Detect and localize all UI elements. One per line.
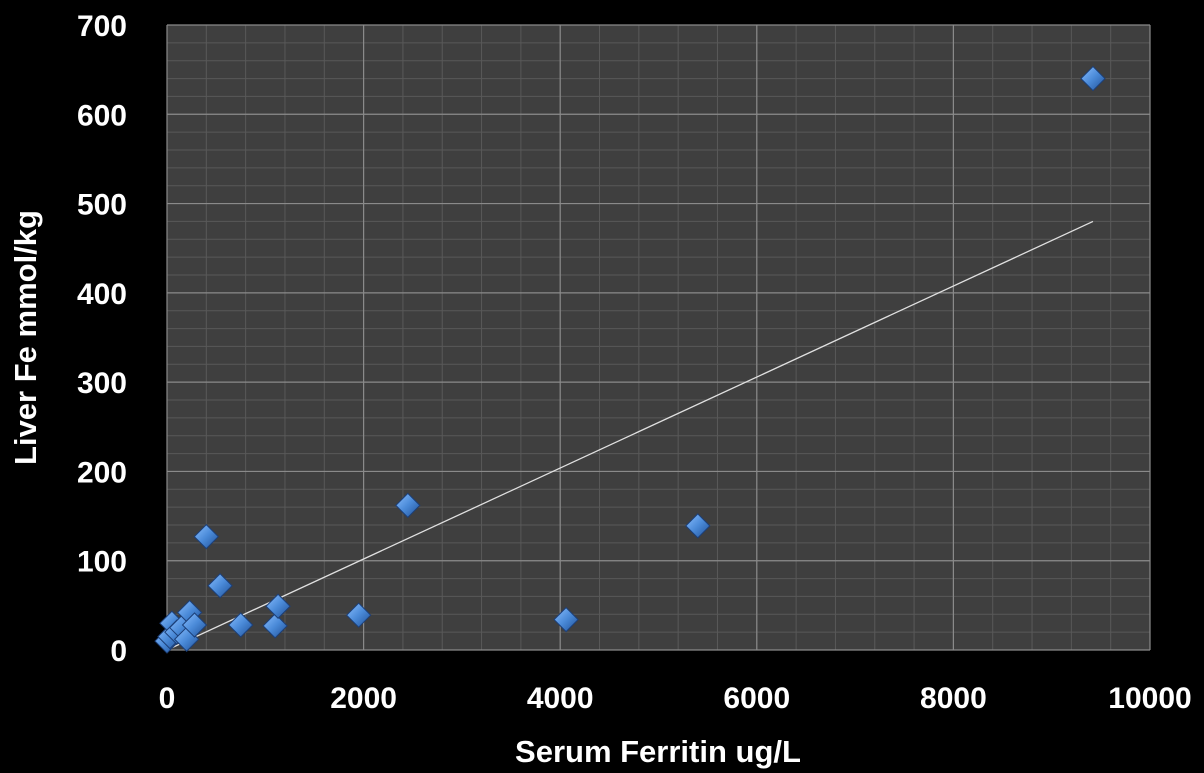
y-tick-label: 300 <box>77 367 127 400</box>
x-tick-label: 4000 <box>527 682 594 715</box>
x-tick-label: 8000 <box>920 682 987 715</box>
y-axis-ticks: 0 100 200 300 400 500 600 700 <box>77 10 127 668</box>
y-tick-label: 700 <box>77 10 127 43</box>
data-point <box>345 602 372 628</box>
data-point <box>262 613 288 639</box>
data-points <box>154 65 1106 654</box>
data-point <box>228 612 254 638</box>
data-point <box>265 593 291 619</box>
data-point <box>1080 65 1106 92</box>
trendline <box>166 220 1094 651</box>
y-tick-label: 200 <box>77 456 127 489</box>
plot-area <box>167 25 1150 650</box>
y-tick-label: 100 <box>77 546 127 579</box>
data-point <box>395 492 421 519</box>
y-tick-label: 0 <box>110 635 127 668</box>
data-point <box>207 573 233 599</box>
x-axis-ticks: 0 2000 4000 6000 8000 10000 <box>159 682 1192 715</box>
major-gridlines <box>166 24 1151 651</box>
x-tick-label: 10000 <box>1108 682 1191 715</box>
data-point <box>181 612 208 638</box>
y-tick-label: 400 <box>77 278 127 311</box>
y-axis-title: Liver Fe mmol/kg <box>8 210 43 465</box>
y-tick-label: 500 <box>77 189 127 222</box>
y-tick-label: 600 <box>77 99 127 132</box>
x-axis-title: Serum Ferritin ug/L <box>515 734 801 769</box>
x-tick-label: 6000 <box>723 682 790 715</box>
data-point <box>553 606 579 633</box>
data-point <box>685 513 711 539</box>
data-point <box>193 523 220 550</box>
x-tick-label: 2000 <box>330 682 397 715</box>
x-tick-label: 0 <box>159 682 176 715</box>
trendline-group <box>166 220 1094 651</box>
